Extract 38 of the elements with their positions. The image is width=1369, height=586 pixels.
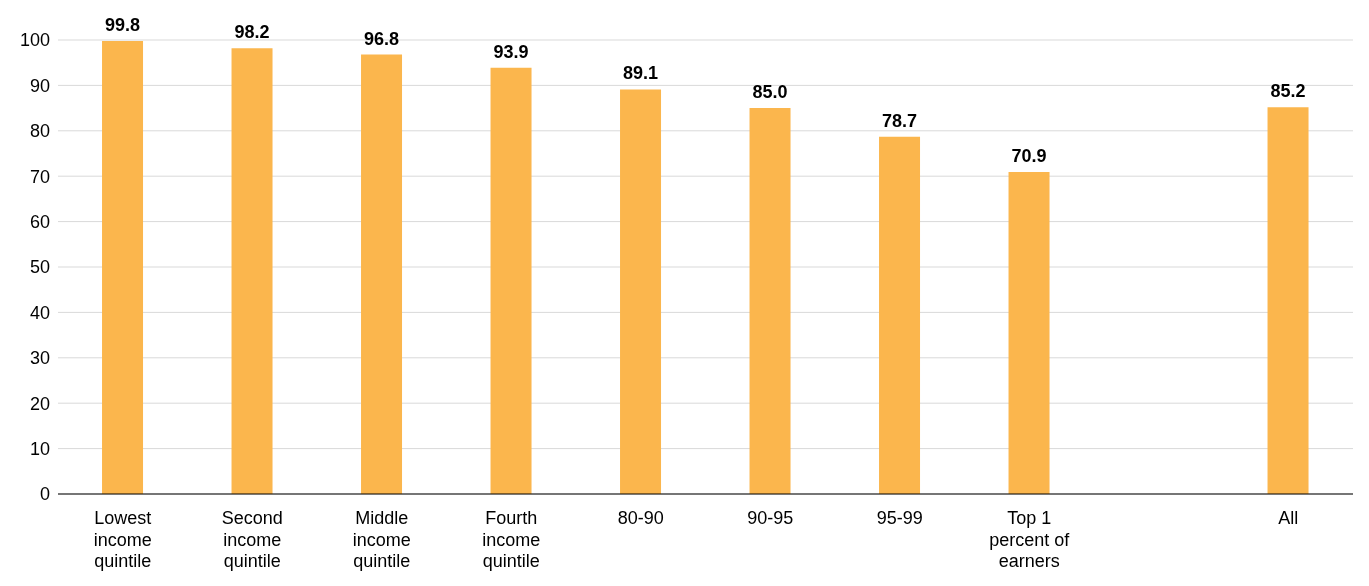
bar — [1008, 172, 1050, 494]
x-tick-label: 90-95 — [747, 508, 794, 529]
y-tick-label: 50 — [29, 257, 50, 278]
bar — [1267, 107, 1309, 494]
x-tick-label: Second income quintile — [221, 508, 283, 572]
y-tick-label: 30 — [29, 348, 50, 369]
x-tick-label: Top 1 percent of earners — [989, 508, 1071, 572]
bar — [620, 89, 662, 494]
bar — [490, 67, 532, 494]
x-tick-label: All — [1278, 508, 1299, 529]
data-label: 85.2 — [1270, 81, 1306, 102]
x-tick-label: Fourth income quintile — [482, 508, 541, 572]
data-label: 85.0 — [752, 82, 788, 103]
bar — [102, 40, 144, 494]
y-tick-label: 20 — [29, 393, 50, 414]
data-label: 89.1 — [623, 63, 659, 84]
data-label: 99.8 — [105, 14, 141, 35]
y-tick-label: 90 — [29, 75, 50, 96]
bar — [361, 54, 403, 494]
y-tick-label: 40 — [29, 302, 50, 323]
data-label: 98.2 — [234, 22, 270, 43]
x-tick-label: 95-99 — [876, 508, 923, 529]
data-label: 70.9 — [1011, 146, 1047, 167]
bar — [749, 108, 791, 494]
y-tick-label: 10 — [29, 438, 50, 459]
data-label: 96.8 — [364, 28, 400, 49]
y-tick-label: 100 — [19, 30, 50, 51]
x-tick-label: Middle income quintile — [352, 508, 411, 572]
bar — [879, 136, 921, 494]
y-tick-label: 80 — [29, 121, 50, 142]
data-label: 78.7 — [882, 110, 918, 131]
data-label: 93.9 — [493, 41, 529, 62]
bar — [231, 48, 273, 494]
x-tick-label: 80-90 — [617, 508, 664, 529]
x-tick-label: Lowest income quintile — [93, 508, 152, 572]
y-tick-label: 70 — [29, 166, 50, 187]
y-tick-label: 60 — [29, 211, 50, 232]
y-tick-label: 0 — [39, 484, 50, 505]
